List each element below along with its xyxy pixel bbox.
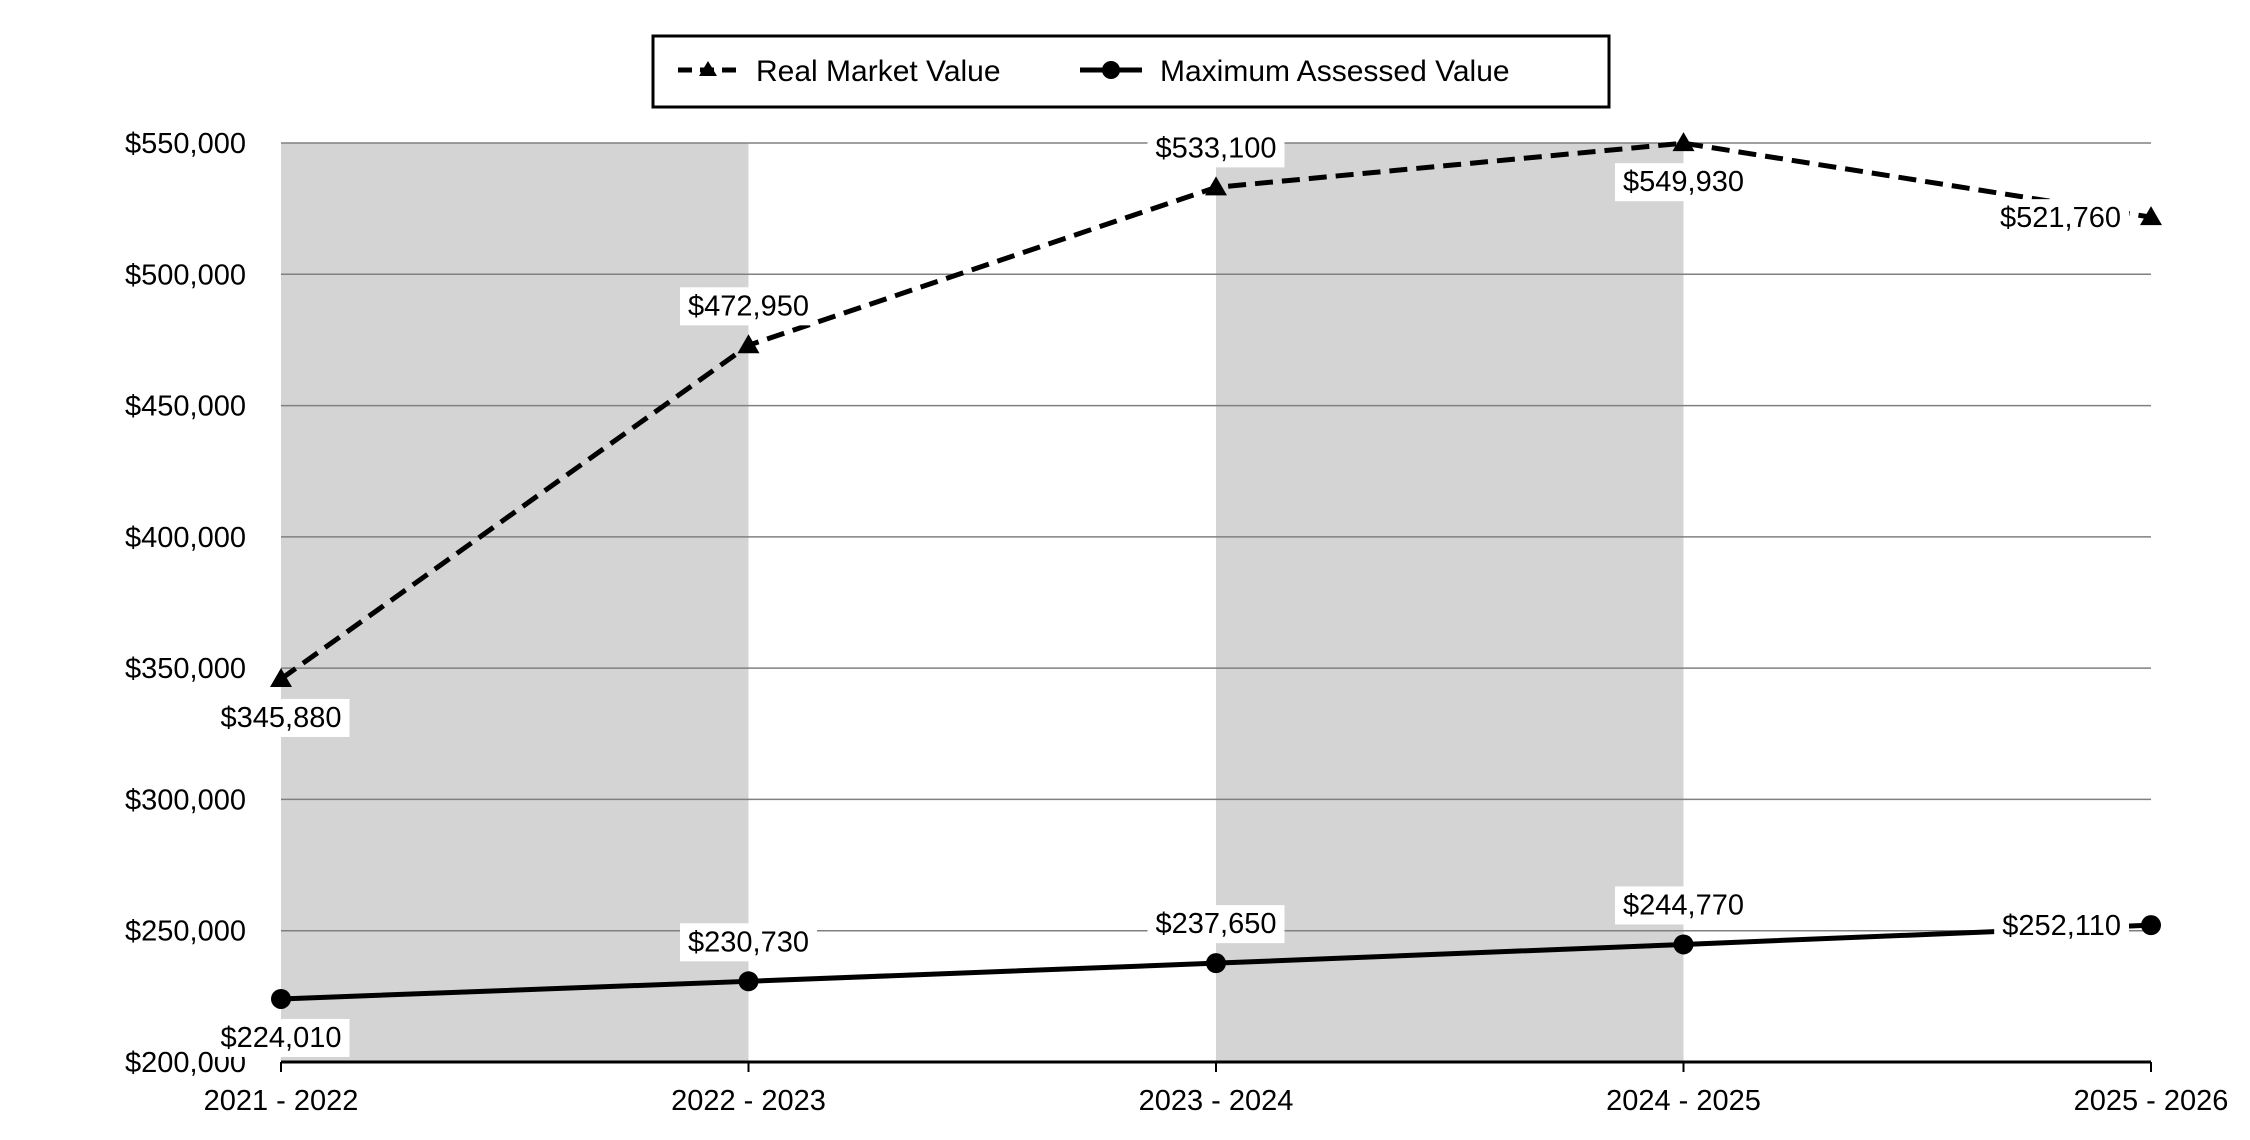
circle-marker [1673, 934, 1694, 955]
data-label: $521,760 [2000, 202, 2121, 234]
data-label-group: $224,010 [212, 1018, 350, 1057]
x-tick-label: 2022 - 2023 [671, 1085, 826, 1117]
data-label-group: $549,930 [1615, 163, 1752, 202]
triangle-marker [1205, 176, 1227, 196]
triangle-marker [2140, 206, 2162, 226]
data-label-group: $230,730 [680, 923, 817, 962]
y-tick-label: $300,000 [125, 784, 246, 816]
triangle-marker [737, 334, 760, 354]
data-label-background [212, 698, 350, 737]
legend-circle-marker [1102, 61, 1120, 79]
triangle-marker [1672, 132, 1695, 152]
legend: Real Market Value Maximum Assessed Value [651, 34, 1611, 109]
legend-box [651, 34, 1611, 109]
circle-marker [2141, 915, 2161, 936]
data-label-group: $237,650 [1147, 905, 1285, 944]
data-label: $533,100 [1156, 132, 1277, 164]
data-label-background [1615, 163, 1752, 202]
data-label-group: $345,880 [212, 698, 350, 737]
data-label-group: $252,110 [1994, 907, 2129, 946]
legend-item-maximum-assessed-value: Maximum Assessed Value [1080, 55, 1510, 88]
shaded-band [281, 143, 749, 1062]
circle-marker [271, 988, 291, 1009]
data-label-background [212, 1018, 350, 1057]
data-label: $549,930 [1623, 166, 1744, 198]
legend-label-maximum-assessed-value: Maximum Assessed Value [1160, 55, 1510, 88]
data-label: $472,950 [688, 290, 809, 322]
x-axis: 2021 - 2022 2022 - 2023 2023 - 2024 2024 - … [204, 1060, 2229, 1117]
x-tick-label: 2023 - 2024 [1139, 1085, 1294, 1117]
data-label: $345,880 [221, 702, 342, 734]
x-tick-label: 2025 - 2026 [2074, 1085, 2229, 1117]
circle-marker [1206, 953, 1226, 974]
gridlines [281, 142, 2151, 932]
legend-item-real-market-value: Real Market Value [678, 55, 1001, 88]
y-tick-label: $250,000 [125, 916, 246, 948]
legend-triangle-marker [699, 61, 717, 76]
series-lines [270, 132, 2162, 1009]
y-tick-label: $400,000 [125, 522, 246, 554]
data-label-background [1615, 886, 1752, 925]
data-label: $252,110 [2002, 910, 2121, 942]
data-label: $230,730 [688, 926, 809, 958]
data-label-group: $533,100 [1147, 129, 1285, 168]
data-labels: $345,880 $472,950 $533,100 $549,930 $521,760… [212, 129, 2129, 1057]
y-tick-label: $550,000 [125, 128, 246, 160]
circle-marker [738, 971, 759, 992]
legend-label-real-market-value: Real Market Value [756, 55, 1001, 88]
data-label: $237,650 [1156, 908, 1277, 940]
y-axis: $200,000$250,000$300,000$350,000$400,000… [125, 128, 246, 1079]
shaded-bands [281, 143, 1684, 1062]
x-tick-label: 2021 - 2022 [204, 1085, 359, 1117]
data-label-background [680, 923, 817, 962]
y-tick-label: $500,000 [125, 259, 246, 291]
data-label-background [1147, 129, 1285, 168]
data-label-background [1992, 199, 2129, 238]
x-tick-label: 2024 - 2025 [1606, 1085, 1761, 1117]
shaded-band [1216, 143, 1684, 1062]
data-label-group: $244,770 [1615, 886, 1752, 925]
y-tick-label: $350,000 [125, 653, 246, 685]
data-label-group: $472,950 [680, 287, 817, 326]
data-label-background [1994, 907, 2129, 946]
y-tick-label: $450,000 [125, 391, 246, 423]
data-label-background [1147, 905, 1285, 944]
data-label: $224,010 [221, 1022, 342, 1054]
data-label-group: $521,760 [1992, 199, 2129, 238]
data-label: $244,770 [1623, 889, 1744, 921]
data-label-background [680, 287, 817, 326]
triangle-marker [270, 667, 292, 687]
